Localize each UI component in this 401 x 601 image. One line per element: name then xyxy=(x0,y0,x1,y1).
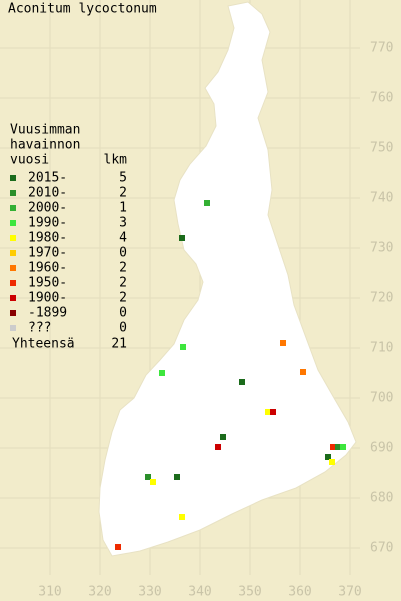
legend-label: 1900- xyxy=(28,291,67,306)
y-label: 760 xyxy=(370,91,393,106)
x-label: 330 xyxy=(138,585,161,600)
x-label: 340 xyxy=(188,585,211,600)
legend-label: 1990- xyxy=(28,216,67,231)
legend-count-heading: lkm xyxy=(104,153,128,168)
observation xyxy=(239,379,245,385)
legend-swatch xyxy=(10,310,16,316)
observation xyxy=(265,409,271,415)
legend-label: 2015- xyxy=(28,171,67,186)
observation xyxy=(145,474,151,480)
y-label: 670 xyxy=(370,541,393,556)
legend-count: 1 xyxy=(119,201,127,216)
observation xyxy=(215,444,221,450)
x-label: 370 xyxy=(338,585,361,600)
x-label: 350 xyxy=(238,585,261,600)
observation xyxy=(174,474,180,480)
y-label: 720 xyxy=(370,291,393,306)
y-label: 740 xyxy=(370,191,393,206)
observation xyxy=(180,344,186,350)
legend-count: 0 xyxy=(119,246,127,261)
legend-count: 2 xyxy=(119,291,127,306)
x-label: 360 xyxy=(288,585,311,600)
legend-swatch xyxy=(10,220,16,226)
y-label: 700 xyxy=(370,391,393,406)
legend-swatch xyxy=(10,190,16,196)
legend-swatch xyxy=(10,295,16,301)
legend-swatch xyxy=(10,280,16,286)
observation xyxy=(329,459,335,465)
total-label: Yhteensä xyxy=(12,337,75,352)
total-count: 21 xyxy=(111,337,127,352)
observation xyxy=(115,544,121,550)
legend-label: 2010- xyxy=(28,186,67,201)
legend-count: 3 xyxy=(119,216,127,231)
x-label: 320 xyxy=(88,585,111,600)
observation xyxy=(150,479,156,485)
y-label: 680 xyxy=(370,491,393,506)
legend-heading: havainnon xyxy=(10,138,80,153)
legend-swatch xyxy=(10,235,16,241)
legend-heading: vuosi xyxy=(10,153,49,168)
observation xyxy=(159,370,165,376)
y-label: 730 xyxy=(370,241,393,256)
observations xyxy=(115,200,346,550)
legend-count: 0 xyxy=(119,306,127,321)
observation xyxy=(300,369,306,375)
observation xyxy=(204,200,210,206)
title: Aconitum lycoctonum xyxy=(8,2,157,17)
legend-count: 4 xyxy=(119,231,127,246)
legend-swatch xyxy=(10,205,16,211)
legend-swatch xyxy=(10,265,16,271)
observation xyxy=(179,235,185,241)
observation xyxy=(340,444,346,450)
legend-count: 2 xyxy=(119,186,127,201)
legend-label: 1950- xyxy=(28,276,67,291)
observation xyxy=(325,454,331,460)
y-label: 750 xyxy=(370,141,393,156)
finland-outline xyxy=(98,1,357,557)
legend-label: ??? xyxy=(28,321,51,336)
legend-count: 2 xyxy=(119,276,127,291)
observation xyxy=(335,444,341,450)
legend-count: 0 xyxy=(119,321,127,336)
y-label: 770 xyxy=(370,41,393,56)
legend-heading: Vuusimman xyxy=(10,123,80,138)
legend-label: 1970- xyxy=(28,246,67,261)
x-label: 310 xyxy=(38,585,61,600)
observation xyxy=(280,340,286,346)
legend-label: -1899 xyxy=(28,306,67,321)
legend-swatch xyxy=(10,325,16,331)
observation xyxy=(270,409,276,415)
legend-label: 1980- xyxy=(28,231,67,246)
legend-label: 2000- xyxy=(28,201,67,216)
observation xyxy=(330,444,336,450)
observation xyxy=(179,514,185,520)
observation xyxy=(220,434,226,440)
y-label: 710 xyxy=(370,341,393,356)
legend-swatch xyxy=(10,250,16,256)
legend-count: 2 xyxy=(119,261,127,276)
legend-label: 1960- xyxy=(28,261,67,276)
y-label: 690 xyxy=(370,441,393,456)
legend-swatch xyxy=(10,175,16,181)
legend-count: 5 xyxy=(119,171,127,186)
